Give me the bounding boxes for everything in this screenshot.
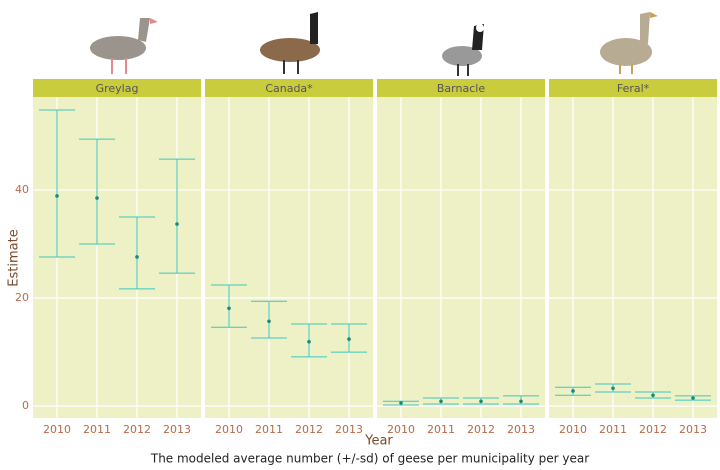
point (267, 319, 271, 323)
x-tick-label: 2011 (255, 423, 283, 436)
point (135, 255, 139, 259)
x-tick-label: 2010 (43, 423, 71, 436)
caption: The modeled average number (+/-sd) of ge… (150, 452, 589, 466)
y-tick-label: 0 (22, 399, 29, 412)
point (611, 386, 615, 390)
x-tick-label: 2013 (163, 423, 191, 436)
x-tick-label: 2011 (427, 423, 455, 436)
point (399, 401, 403, 405)
x-tick-label: 2013 (679, 423, 707, 436)
point (691, 396, 695, 400)
point (95, 196, 99, 200)
point (175, 222, 179, 226)
chart: Estimate Year The modeled average number… (0, 0, 720, 470)
x-tick-label: 2012 (467, 423, 495, 436)
panel (33, 97, 201, 418)
bird-icons (90, 12, 658, 76)
panel (549, 97, 717, 418)
y-tick-label: 20 (15, 291, 29, 304)
x-tick-label: 2012 (123, 423, 151, 436)
point (347, 337, 351, 341)
point (55, 194, 59, 198)
x-tick-label: 2010 (559, 423, 587, 436)
point (479, 399, 483, 403)
x-tick-label: 2013 (335, 423, 363, 436)
panel (205, 97, 373, 418)
point (307, 340, 311, 344)
x-tick-label: 2010 (215, 423, 243, 436)
facet-label: Canada* (265, 82, 313, 95)
x-tick-label: 2010 (387, 423, 415, 436)
panel (377, 97, 545, 418)
facet-label: Greylag (96, 82, 139, 95)
y-tick-label: 40 (15, 183, 29, 196)
x-tick-label: 2011 (83, 423, 111, 436)
x-tick-label: 2012 (639, 423, 667, 436)
facet-label: Feral* (617, 82, 650, 95)
x-tick-label: 2013 (507, 423, 535, 436)
point (651, 394, 655, 398)
y-axis-title: Estimate (7, 229, 22, 286)
point (571, 389, 575, 393)
point (439, 399, 443, 403)
x-tick-label: 2011 (599, 423, 627, 436)
point (519, 399, 523, 403)
x-tick-label: 2012 (295, 423, 323, 436)
point (227, 306, 231, 310)
facet-label: Barnacle (437, 82, 485, 95)
